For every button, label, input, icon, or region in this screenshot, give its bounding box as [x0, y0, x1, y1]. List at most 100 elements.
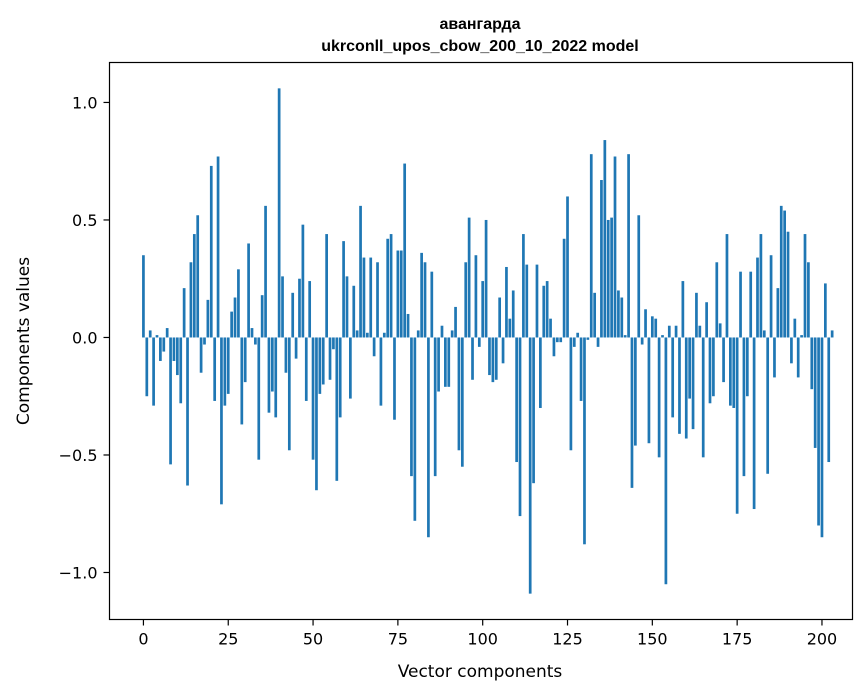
- bar-127: [572, 337, 576, 347]
- bar-44: [291, 292, 295, 338]
- bar-76: [399, 250, 403, 338]
- bar-133: [593, 292, 597, 338]
- bar-97: [471, 337, 474, 380]
- bar-73: [389, 234, 393, 338]
- bar-13: [186, 337, 189, 486]
- bar-200: [820, 337, 824, 538]
- bar-72: [386, 238, 390, 338]
- bar-28: [237, 269, 240, 338]
- bar-201: [824, 283, 827, 338]
- bars-group: [142, 88, 834, 594]
- bar-154: [664, 337, 668, 585]
- bar-193: [796, 337, 800, 378]
- bar-26: [230, 311, 233, 338]
- bar-152: [657, 337, 661, 458]
- bar-36: [264, 205, 267, 338]
- bar-111: [518, 337, 522, 517]
- bar-128: [576, 332, 580, 338]
- bar-170: [718, 323, 722, 338]
- bar-92: [454, 306, 457, 338]
- x-tick-label: 125: [552, 630, 583, 649]
- bar-140: [617, 290, 620, 338]
- bar-168: [712, 337, 715, 397]
- bar-129: [579, 337, 583, 401]
- bar-161: [688, 337, 691, 399]
- bar-7: [165, 328, 169, 338]
- bar-98: [474, 255, 478, 338]
- bar-80: [413, 337, 417, 521]
- bar-187: [776, 288, 780, 338]
- bar-176: [739, 271, 742, 338]
- bar-67: [369, 257, 373, 338]
- bar-49: [308, 281, 312, 338]
- bar-25: [226, 337, 230, 394]
- bar-63: [355, 330, 359, 338]
- bar-143: [627, 154, 630, 338]
- bar-196: [807, 262, 810, 338]
- bar-191: [790, 337, 793, 364]
- bar-149: [647, 337, 651, 444]
- bar-117: [539, 337, 542, 408]
- bar-126: [569, 337, 573, 451]
- bar-139: [613, 156, 617, 338]
- bar-113: [525, 264, 529, 338]
- bar-40: [277, 88, 281, 338]
- bar-74: [393, 337, 396, 420]
- bar-64: [359, 205, 362, 338]
- bar-203: [830, 330, 834, 338]
- bar-122: [555, 337, 559, 343]
- bar-37: [267, 337, 271, 413]
- bar-91: [450, 330, 454, 338]
- bar-94: [460, 337, 464, 467]
- bar-145: [634, 337, 637, 446]
- chart-title-line2: ukrconll_upos_cbow_200_10_2022 model: [321, 38, 638, 55]
- bar-124: [562, 238, 566, 338]
- bar-115: [532, 337, 535, 484]
- bar-157: [674, 325, 678, 338]
- bar-93: [457, 337, 461, 451]
- bar-134: [596, 337, 600, 347]
- x-tick-label: 0: [138, 630, 148, 649]
- bar-189: [783, 210, 786, 338]
- plot-frame: [108, 61, 854, 621]
- bar-190: [786, 231, 790, 338]
- bar-202: [827, 337, 831, 463]
- bar-12: [182, 288, 186, 338]
- bar-84: [427, 337, 430, 538]
- bar-169: [715, 262, 719, 338]
- bar-99: [477, 337, 481, 347]
- y-axis-ticks: 1.0 0.5 0.0 −0.5 −1.0: [59, 93, 110, 582]
- bar-65: [362, 257, 366, 338]
- bar-156: [671, 337, 675, 418]
- bar-47: [301, 224, 305, 338]
- bar-171: [722, 337, 725, 383]
- bar-130: [583, 337, 586, 545]
- bar-48: [304, 337, 308, 401]
- x-tick-label: 175: [722, 630, 753, 649]
- bar-61: [349, 337, 352, 399]
- bar-165: [701, 337, 705, 458]
- bar-166: [705, 302, 708, 338]
- bar-69: [376, 262, 379, 338]
- bar-22: [216, 156, 220, 338]
- bar-70: [379, 337, 383, 406]
- y-tick-label: 0.5: [72, 211, 97, 230]
- bar-186: [773, 337, 776, 378]
- bar-77: [403, 163, 407, 338]
- bar-18: [203, 337, 206, 345]
- bar-119: [545, 281, 549, 338]
- bar-146: [637, 215, 641, 338]
- bar-153: [661, 335, 664, 338]
- bar-59: [342, 241, 345, 338]
- bar-178: [745, 337, 749, 397]
- bar-138: [610, 217, 613, 338]
- bar-8: [169, 337, 172, 465]
- y-tick-label: 0.0: [72, 328, 97, 347]
- bar-95: [464, 262, 468, 338]
- bar-192: [793, 318, 797, 338]
- bar-3: [152, 337, 155, 406]
- bar-71: [382, 332, 386, 338]
- y-tick-label: 1.0: [72, 93, 97, 112]
- bar-136: [603, 140, 607, 338]
- bar-5: [159, 337, 162, 361]
